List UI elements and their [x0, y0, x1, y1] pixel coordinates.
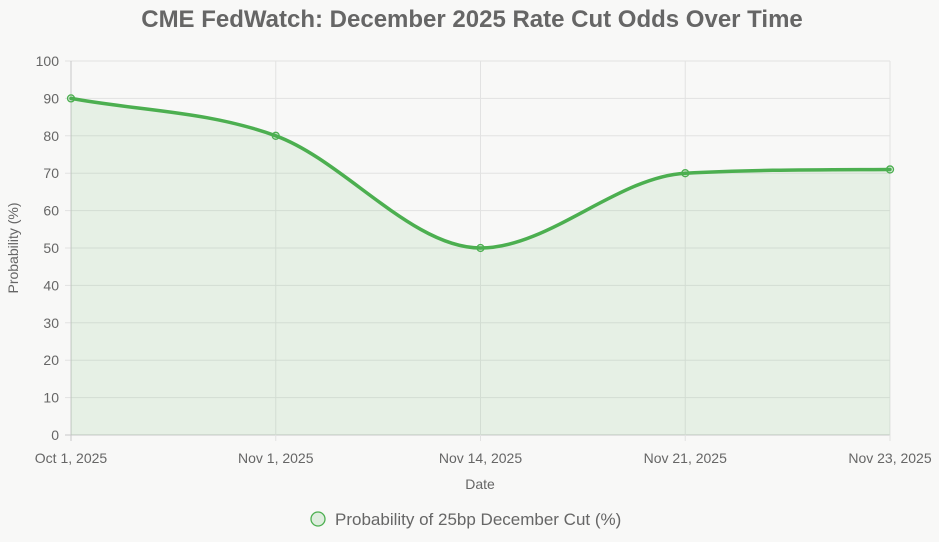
y-tick-label: 60: [43, 203, 59, 219]
points-layer: [66, 94, 895, 253]
y-axis-ticks: 0 10 20 30 40 50 60 70 80 90 100: [36, 53, 60, 443]
legend-label[interactable]: Probability of 25bp December Cut (%): [335, 510, 621, 529]
y-tick-label: 50: [43, 240, 59, 256]
y-tick-label: 40: [43, 277, 59, 293]
y-tick-label: 80: [43, 128, 59, 144]
x-tick-label: Nov 21, 2025: [644, 450, 727, 466]
chart-title: CME FedWatch: December 2025 Rate Cut Odd…: [141, 6, 803, 33]
data-point[interactable]: [476, 243, 485, 253]
x-tick-label: Nov 23, 2025: [848, 450, 931, 466]
y-tick-label: 70: [43, 165, 59, 181]
data-point[interactable]: [271, 131, 280, 140]
line-layer: [69, 96, 892, 250]
x-tick-label: Nov 1, 2025: [238, 450, 314, 466]
legend-swatch[interactable]: [310, 511, 326, 527]
y-axis-title: Probability (%): [5, 202, 21, 293]
x-tick-label: Oct 1, 2025: [35, 450, 108, 466]
series-area-fill: [71, 98, 890, 436]
y-tick-label: 30: [43, 315, 59, 331]
area-layer: [71, 98, 890, 436]
data-point[interactable]: [885, 165, 895, 174]
y-tick-label: 20: [43, 352, 59, 368]
y-tick-label: 0: [51, 427, 59, 443]
legend[interactable]: Probability of 25bp December Cut (%): [310, 510, 621, 529]
x-axis-ticks: Oct 1, 2025 Nov 1, 2025 Nov 14, 2025 Nov 21…: [35, 450, 932, 466]
y-tick-label: 100: [36, 53, 60, 69]
data-point[interactable]: [66, 94, 76, 103]
y-tick-label: 90: [43, 90, 59, 106]
data-point[interactable]: [681, 169, 690, 178]
series-line: [69, 96, 892, 250]
y-tick-label: 10: [43, 390, 59, 406]
x-axis-title: Date: [465, 476, 495, 492]
x-tick-label: Nov 14, 2025: [439, 450, 522, 466]
